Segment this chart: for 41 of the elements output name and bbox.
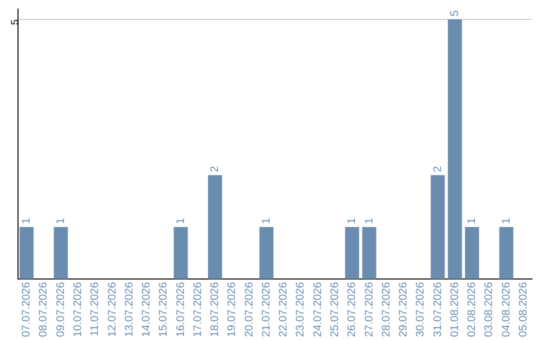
data-label: 2 [209,166,222,172]
x-tick-label: 30.07.2026 [414,282,427,338]
x-tick-label: 07.07.2026 [20,282,33,338]
x-tick-label: 14.07.2026 [140,282,153,338]
data-label: 5 [448,10,461,16]
x-tick-label: 24.07.2026 [312,282,324,338]
x-tick-label: 29.07.2026 [398,282,410,338]
data-label: 1 [260,218,272,224]
x-tick-label: 23.07.2026 [294,282,307,338]
x-tick-label: 18.07.2026 [209,282,222,338]
x-tick-label: 20.07.2026 [243,282,256,338]
data-label: 1 [466,218,478,224]
x-tick-label: 31.07.2026 [432,282,444,338]
data-label: 1 [500,218,512,224]
x-tick-label: 27.07.2026 [363,282,376,338]
x-tick-label: 01.08.2026 [448,282,461,338]
data-label: 1 [20,218,33,224]
x-tick-label: 26.07.2026 [346,282,358,338]
data-label: 1 [346,218,358,224]
x-tick-label: 03.08.2026 [483,282,496,338]
x-tick-label: 15.07.2026 [158,282,170,338]
x-tick-label: 08.07.2026 [38,282,50,338]
x-tick-label: 21.07.2026 [260,282,272,338]
x-tick-label: 10.07.2026 [72,282,84,338]
x-tick-label: 19.07.2026 [226,282,238,338]
data-label: 1 [54,218,67,224]
x-tick-label: 28.07.2026 [380,282,392,338]
x-tick-label: 16.07.2026 [174,282,187,338]
x-tick-label: 09.07.2026 [54,282,67,338]
x-tick-label: 05.08.2026 [517,282,530,338]
x-tick-label: 02.08.2026 [466,282,478,338]
x-tick-label: 13.07.2026 [123,282,136,338]
data-label: 2 [432,166,444,172]
x-tick-label: 11.07.2026 [89,282,102,336]
data-label: 1 [174,218,187,224]
data-label: 1 [363,218,376,224]
x-tick-label: 22.07.2026 [278,282,290,338]
x-tick-label: 12.07.2026 [106,282,118,338]
x-tick-label: 17.07.2026 [192,282,204,338]
x-tick-label: 25.07.2026 [329,282,341,338]
x-tick-label: 04.08.2026 [500,282,512,338]
